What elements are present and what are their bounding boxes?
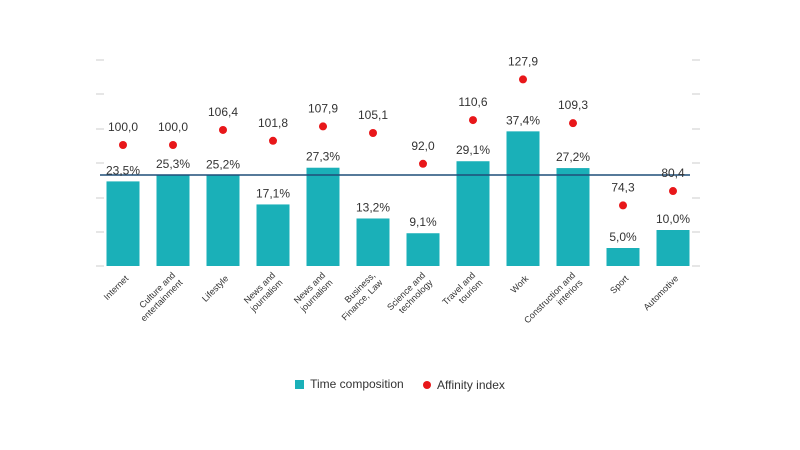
bar-value-label: 17,1%	[256, 186, 290, 200]
bar	[556, 168, 590, 266]
axis-ticks	[96, 59, 700, 267]
affinity-point	[269, 136, 277, 145]
legend-item-affinity-index: Affinity index	[423, 378, 505, 392]
bar	[156, 174, 190, 266]
affinity-value-label: 100,0	[108, 120, 138, 134]
affinity-point	[669, 187, 677, 196]
x-tick-label-line: Lifestyle	[200, 273, 230, 303]
bar	[356, 218, 390, 266]
x-axis-labels: Internet Culture andentertainment Lifestyl…	[102, 270, 681, 333]
bar	[106, 181, 140, 266]
affinity-point	[319, 122, 327, 131]
legend-label-affinity-index: Affinity index	[437, 377, 505, 392]
x-tick-label: Travel andtourism	[440, 270, 484, 314]
bar	[456, 161, 490, 266]
x-tick-label: Work	[509, 273, 531, 295]
legend-swatch-bar	[295, 379, 305, 389]
x-tick-label: Automotive	[642, 273, 681, 312]
bar-value-label: 5,0%	[609, 230, 637, 244]
legend-item-time-composition: Time composition	[295, 377, 404, 391]
bar	[256, 204, 290, 266]
affinity-point	[219, 125, 227, 134]
affinity-point	[169, 141, 177, 149]
bar-series	[106, 131, 690, 266]
bar-value-label: 27,3%	[306, 150, 340, 164]
bar-value-labels: 23,5% 25,3% 25,2% 17,1% 27,3% 13,2% 9,1% 29,1% 3…	[106, 113, 690, 244]
bar	[506, 131, 540, 266]
affinity-point	[469, 116, 477, 125]
affinity-value-label: 107,9	[308, 101, 338, 115]
affinity-point	[419, 159, 427, 168]
bar	[406, 233, 440, 266]
legend-swatch-dot	[423, 380, 432, 389]
x-tick-label-line: Internet	[102, 273, 131, 302]
bar	[206, 175, 240, 266]
affinity-value-label: 105,1	[358, 108, 388, 122]
x-tick-label: Science andtechnology	[385, 270, 435, 320]
legend-label-time-composition: Time composition	[310, 377, 404, 391]
x-tick-label-line: Sport	[608, 273, 631, 296]
bar-value-label: 10,0%	[656, 212, 690, 226]
bar-value-label: 9,1%	[409, 215, 437, 229]
affinity-point	[369, 129, 377, 138]
x-tick-label: Business,Finance, Law	[332, 270, 385, 323]
x-tick-label: Lifestyle	[200, 273, 230, 303]
affinity-point	[619, 201, 627, 210]
legend: Time composition Affinity index	[0, 377, 800, 392]
x-tick-label: Internet	[102, 273, 131, 302]
bar	[606, 248, 640, 266]
bar-value-label: 13,2%	[356, 200, 390, 214]
bar-value-label: 23,5%	[106, 163, 140, 177]
affinity-value-label: 127,9	[508, 54, 538, 68]
affinity-value-labels: 100,0 100,0 106,4 101,8 107,9 105,1 92,0 110,6 1…	[108, 54, 685, 194]
affinity-value-label: 106,4	[208, 105, 238, 119]
bar-value-label: 25,2%	[206, 157, 240, 171]
x-tick-label-line: Automotive	[642, 273, 681, 312]
affinity-value-label: 101,8	[258, 116, 288, 130]
affinity-series	[119, 75, 677, 210]
bar-value-label: 37,4%	[506, 113, 540, 127]
affinity-value-label: 110,6	[458, 95, 487, 109]
x-tick-label: News andjournalism	[290, 270, 334, 314]
bar	[306, 167, 340, 266]
affinity-value-label: 100,0	[158, 120, 188, 134]
affinity-point	[519, 75, 527, 84]
bar-value-label: 25,3%	[156, 157, 190, 171]
bar-value-label: 29,1%	[456, 143, 490, 157]
x-tick-label: Culture andentertainment	[131, 270, 185, 324]
affinity-point	[569, 119, 577, 128]
bar-value-label: 27,2%	[556, 150, 590, 164]
affinity-value-label: 74,3	[611, 180, 635, 194]
affinity-value-label: 109,3	[558, 98, 588, 112]
bar	[656, 230, 690, 266]
affinity-point	[119, 141, 127, 149]
x-tick-label: Sport	[608, 273, 631, 296]
affinity-value-label: 92,0	[411, 139, 435, 153]
x-tick-label: News andjournalism	[240, 270, 284, 314]
x-tick-label: Construction andinteriors	[522, 270, 585, 333]
x-tick-label-line: Work	[509, 273, 531, 295]
affinity-value-label: 80,4	[661, 166, 685, 180]
